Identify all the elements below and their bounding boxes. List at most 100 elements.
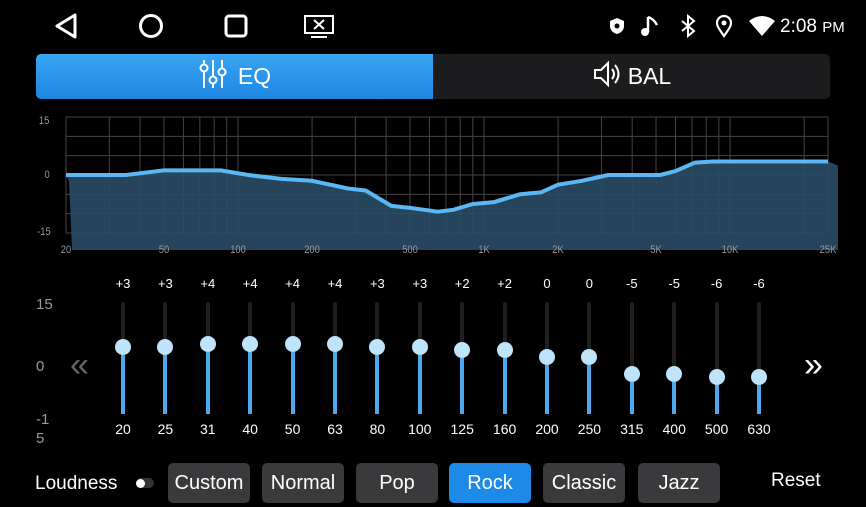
eq-response-graph [65, 116, 838, 250]
band-frequency: 20 [115, 421, 131, 437]
slider-knob[interactable] [157, 339, 174, 356]
band-value: -6 [710, 276, 723, 291]
loudness-label: Loudness [35, 473, 118, 494]
slider-fill [205, 351, 210, 414]
eq-band-slider[interactable]: -6 500 [702, 276, 732, 441]
band-value: +3 [369, 276, 385, 291]
slider-fill [672, 381, 677, 414]
recents-icon[interactable] [222, 12, 250, 40]
tab-eq-label: EQ [237, 63, 272, 89]
graph-x-tick: 1K [478, 244, 490, 256]
band-frequency: 100 [408, 421, 432, 437]
eq-band-slider[interactable]: -6 630 [744, 276, 774, 441]
slider-knob[interactable] [751, 368, 767, 385]
location-icon [713, 12, 735, 40]
slider-knob[interactable] [666, 365, 683, 382]
eq-band-slider[interactable]: +2 125 [447, 276, 477, 441]
slider-knob[interactable] [708, 368, 725, 385]
band-frequency: 80 [369, 421, 386, 437]
band-frequency: 200 [535, 421, 559, 437]
shield-icon [607, 12, 627, 40]
band-frequency: 50 [284, 421, 301, 437]
slider-knob[interactable] [199, 335, 216, 352]
band-value: 0 [543, 276, 551, 291]
band-frequency: 315 [620, 421, 644, 437]
tab-bal[interactable]: BAL [433, 54, 830, 99]
eq-band-slider[interactable]: +4 31 [193, 276, 223, 441]
band-value: -6 [753, 276, 765, 291]
band-value: +4 [242, 276, 258, 291]
slider-knob[interactable] [369, 339, 386, 356]
slider-track[interactable] [757, 302, 761, 414]
eq-band-slider[interactable]: -5 400 [659, 276, 689, 441]
eq-band-slider[interactable]: 0 250 [574, 276, 604, 441]
preset-normal-button[interactable]: Normal [262, 463, 344, 503]
speaker-icon [592, 59, 622, 95]
graph-x-tick: 20 [60, 244, 72, 256]
screen-cast-icon[interactable] [303, 12, 335, 40]
eq-band-slider[interactable]: +2 160 [490, 276, 520, 441]
home-icon[interactable] [137, 12, 165, 40]
slider-fill [757, 384, 761, 414]
band-value: +2 [454, 276, 470, 291]
band-frequency: 160 [492, 421, 517, 437]
band-frequency: 25 [157, 421, 174, 437]
preset-jazz-button[interactable]: Jazz [638, 463, 720, 503]
band-value: +4 [285, 276, 300, 291]
slider-knob[interactable] [496, 342, 513, 359]
graph-x-tick: 100 [230, 244, 246, 256]
slider-fill [248, 351, 253, 414]
preset-custom-button[interactable]: Custom [168, 463, 250, 503]
prev-bands-button[interactable]: « [70, 346, 89, 384]
tab-bal-label: BAL [627, 63, 672, 89]
slider-track[interactable] [672, 302, 677, 414]
band-value: +3 [115, 276, 131, 291]
slider-knob[interactable] [242, 335, 259, 352]
eq-band-slider[interactable]: 0 200 [532, 276, 562, 441]
eq-band-slider[interactable]: -5 315 [617, 276, 647, 441]
eq-band-slider[interactable]: +3 25 [150, 276, 180, 441]
eq-band-slider[interactable]: +4 63 [320, 276, 350, 441]
response-curve [66, 159, 828, 214]
next-bands-button[interactable]: » [804, 346, 823, 384]
eq-band-slider[interactable]: +4 50 [278, 276, 308, 441]
eq-band-slider[interactable]: +3 20 [108, 276, 138, 441]
bluetooth-icon [677, 12, 699, 40]
slider-fill [375, 355, 380, 414]
band-value: +2 [497, 276, 512, 291]
slider-knob[interactable] [115, 339, 131, 356]
reset-button[interactable]: Reset [771, 470, 821, 491]
slider-knob[interactable] [327, 335, 343, 352]
loudness-toggle[interactable] [136, 478, 154, 488]
eq-band-slider[interactable]: +4 40 [235, 276, 265, 441]
graph-x-tick: 25K [819, 244, 837, 256]
band-frequency: 400 [662, 421, 686, 437]
slider-track[interactable] [629, 302, 634, 414]
tab-bar: EQ BAL [36, 54, 830, 99]
back-icon[interactable] [52, 12, 80, 40]
slider-knob[interactable] [581, 349, 598, 365]
slider-knob[interactable] [454, 342, 471, 359]
slider-knob[interactable] [623, 365, 640, 382]
preset-rock-button[interactable]: Rock [449, 463, 531, 503]
band-value: +4 [327, 276, 343, 291]
eq-band-slider[interactable]: +3 80 [362, 276, 392, 441]
band-frequency: 250 [577, 421, 602, 437]
graph-y-tick: -15 [37, 226, 51, 238]
graph-y-tick: 0 [44, 169, 50, 181]
slider-knob[interactable] [284, 335, 301, 352]
slider-knob[interactable] [539, 349, 555, 365]
slider-fill [587, 365, 592, 414]
preset-pop-button[interactable]: Pop [356, 463, 438, 503]
tab-eq[interactable]: EQ [36, 54, 433, 99]
slider-scale-bottom: 5 [36, 430, 45, 447]
slider-track[interactable] [714, 302, 719, 414]
band-value: 0 [585, 276, 593, 291]
slider-fill [333, 351, 337, 414]
clock-ampm: PM [822, 19, 845, 36]
slider-scale-mid: 0 [36, 358, 45, 375]
eq-band-slider[interactable]: +3 100 [405, 276, 435, 441]
preset-classic-button[interactable]: Classic [543, 463, 625, 503]
slider-knob[interactable] [411, 339, 428, 356]
slider-fill [502, 358, 507, 414]
